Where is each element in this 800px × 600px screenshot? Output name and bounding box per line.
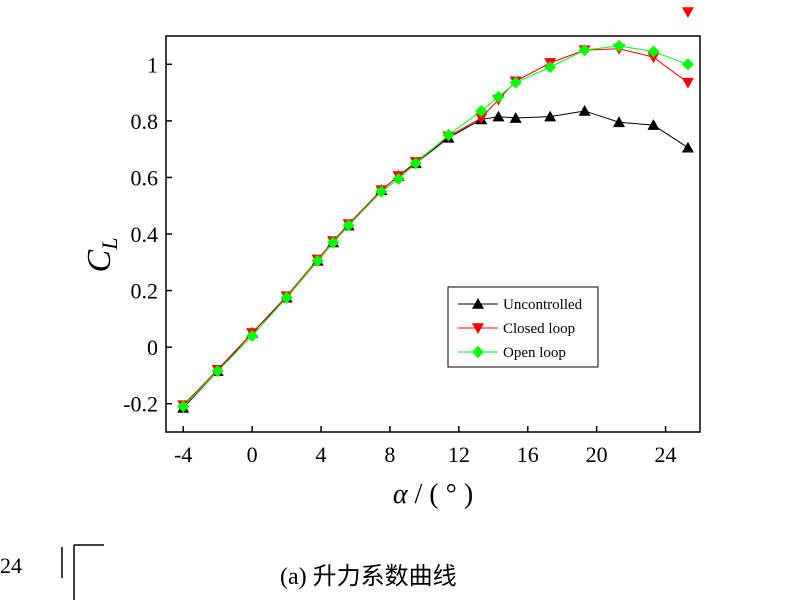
series-line xyxy=(182,110,689,409)
y-tick-label: 1 xyxy=(147,52,158,77)
bottom-stray-figure-corner xyxy=(61,544,104,600)
y-axis-subscript: L xyxy=(97,238,122,251)
y-axis: -0.2 0 0.2 0.4 0.6 0.8 1 xyxy=(123,52,172,417)
x-axis-title: α / ( ° ) xyxy=(393,479,473,510)
data-point xyxy=(177,400,190,413)
data-point xyxy=(280,291,293,304)
data-point xyxy=(342,219,355,232)
series-uncontrolled xyxy=(177,104,694,413)
data-point xyxy=(613,116,626,128)
partial-tick-label: 24 xyxy=(0,553,22,578)
data-point xyxy=(681,58,694,71)
data-point xyxy=(613,39,626,52)
y-axis-symbol: C xyxy=(81,249,118,272)
series-layer xyxy=(177,7,694,413)
series-line xyxy=(182,45,689,407)
series-open-loop xyxy=(177,39,694,413)
data-point xyxy=(647,119,660,130)
series-line xyxy=(182,48,689,406)
legend-entry: Uncontrolled xyxy=(458,297,583,313)
figure-caption: (a) 升力系数曲线 xyxy=(280,564,457,590)
x-tick-label: 8 xyxy=(384,442,395,467)
data-point xyxy=(681,141,694,153)
x-tick-label: 4 xyxy=(316,442,327,467)
y-axis-title: CL xyxy=(81,238,122,273)
data-point xyxy=(578,104,591,116)
data-point xyxy=(246,329,259,342)
legend-box xyxy=(447,286,599,368)
data-point xyxy=(647,52,660,64)
data-point xyxy=(311,254,324,267)
data-point xyxy=(647,45,660,58)
data-point xyxy=(392,172,405,185)
x-tick-label: 20 xyxy=(586,442,608,467)
x-axis-unit: / ( ° ) xyxy=(408,479,474,510)
legend-label: Closed loop xyxy=(503,321,575,337)
legend: Uncontrolled Closed loop Open loop xyxy=(447,286,599,368)
data-point xyxy=(681,77,694,89)
data-point xyxy=(475,113,488,125)
x-tick-label: 0 xyxy=(247,442,258,467)
legend-entry: Closed loop xyxy=(458,321,575,337)
y-tick-label: 0.6 xyxy=(131,165,159,190)
x-tick-label: 16 xyxy=(517,442,539,467)
plot-frame xyxy=(165,35,701,433)
svg-text:α / ( ° ): α / ( ° ) xyxy=(393,479,473,510)
data-point xyxy=(327,236,340,249)
y-tick-label: 0.2 xyxy=(131,279,159,304)
svg-text:CL: CL xyxy=(81,238,122,273)
data-point xyxy=(492,110,505,122)
data-point xyxy=(492,90,505,103)
data-point xyxy=(578,44,591,57)
y-tick-label: 0.4 xyxy=(131,222,159,247)
y-tick-label: 0.8 xyxy=(131,109,159,134)
legend-entry: Open loop xyxy=(458,345,566,361)
data-point xyxy=(409,157,422,170)
legend-marker xyxy=(472,346,484,358)
x-tick-label: 24 xyxy=(655,442,677,467)
x-axis: -4 0 4 8 12 16 20 24 xyxy=(174,426,677,467)
data-point xyxy=(509,112,522,123)
series-closed-loop xyxy=(177,43,694,412)
legend-label: Uncontrolled xyxy=(503,297,583,313)
data-point xyxy=(544,110,557,122)
data-point xyxy=(442,129,455,141)
legend-marker xyxy=(472,323,484,334)
y-tick-label: 0 xyxy=(147,335,158,360)
legend-marker xyxy=(472,298,484,309)
data-point xyxy=(544,61,557,74)
data-point xyxy=(475,104,488,117)
data-point xyxy=(375,185,388,198)
axes xyxy=(165,35,701,433)
data-point xyxy=(509,76,522,89)
x-tick-label: 12 xyxy=(448,442,470,467)
overflow-data-point xyxy=(681,7,694,18)
data-point xyxy=(211,365,224,378)
y-tick-label: -0.2 xyxy=(123,392,158,417)
x-axis-symbol: α xyxy=(393,479,409,510)
x-tick-label: -4 xyxy=(174,442,192,467)
legend-label: Open loop xyxy=(503,345,566,361)
